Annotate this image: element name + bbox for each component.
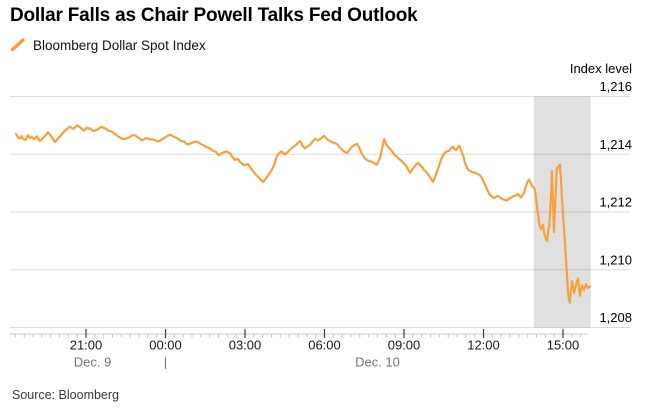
date-label: | [164, 355, 167, 370]
source-attribution: Source: Bloomberg [12, 388, 120, 402]
x-tick-label: 00:00 [149, 338, 182, 353]
legend-series-label: Bloomberg Dollar Spot Index [33, 37, 206, 53]
x-tick-label: 12:00 [467, 338, 500, 353]
date-label: Dec. 9 [74, 355, 112, 370]
y-tick-label: 1,212 [599, 195, 632, 210]
x-tick-label: 21:00 [70, 338, 103, 353]
chart-title: Dollar Falls as Chair Powell Talks Fed O… [10, 5, 418, 26]
date-label: Dec. 10 [355, 355, 400, 370]
y-tick-label: 1,210 [599, 252, 632, 267]
series-slash-icon [10, 37, 26, 53]
x-tick-label: 06:00 [308, 338, 341, 353]
price-line [14, 124, 592, 304]
y-axis-unit-label: Index level [569, 61, 632, 76]
y-tick-label: 1,208 [599, 310, 632, 325]
y-tick-label: 1,214 [599, 137, 632, 152]
y-tick-label: 1,216 [599, 79, 632, 94]
x-tick-label: 15:00 [547, 338, 580, 353]
chart-legend: Bloomberg Dollar Spot Index [10, 37, 206, 53]
x-tick-label: 03:00 [229, 338, 262, 353]
x-tick-label: 09:00 [388, 338, 421, 353]
